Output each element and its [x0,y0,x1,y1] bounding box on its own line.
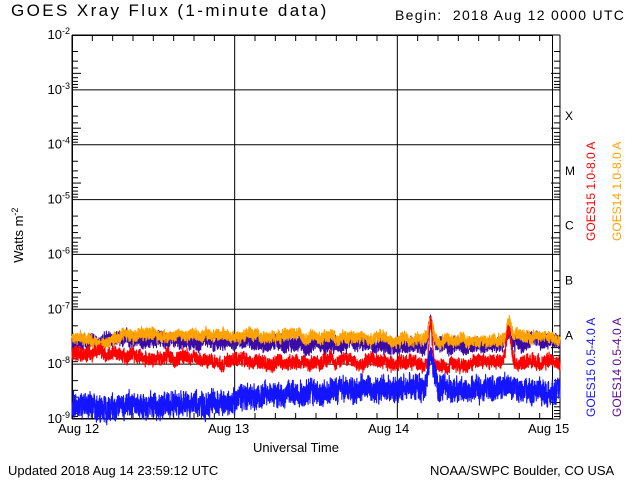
svg-text:10-6: 10-6 [48,245,70,261]
svg-text:10-8: 10-8 [48,355,70,371]
svg-text:M: M [565,164,575,178]
svg-text:10-3: 10-3 [48,81,70,97]
svg-text:10-4: 10-4 [48,136,70,152]
svg-text:B: B [565,274,573,288]
svg-text:10-7: 10-7 [48,300,70,316]
svg-text:A: A [565,328,573,342]
svg-text:C: C [565,219,574,233]
svg-text:10-2: 10-2 [48,26,70,42]
svg-text:X: X [565,109,573,123]
svg-text:10-5: 10-5 [48,191,70,207]
